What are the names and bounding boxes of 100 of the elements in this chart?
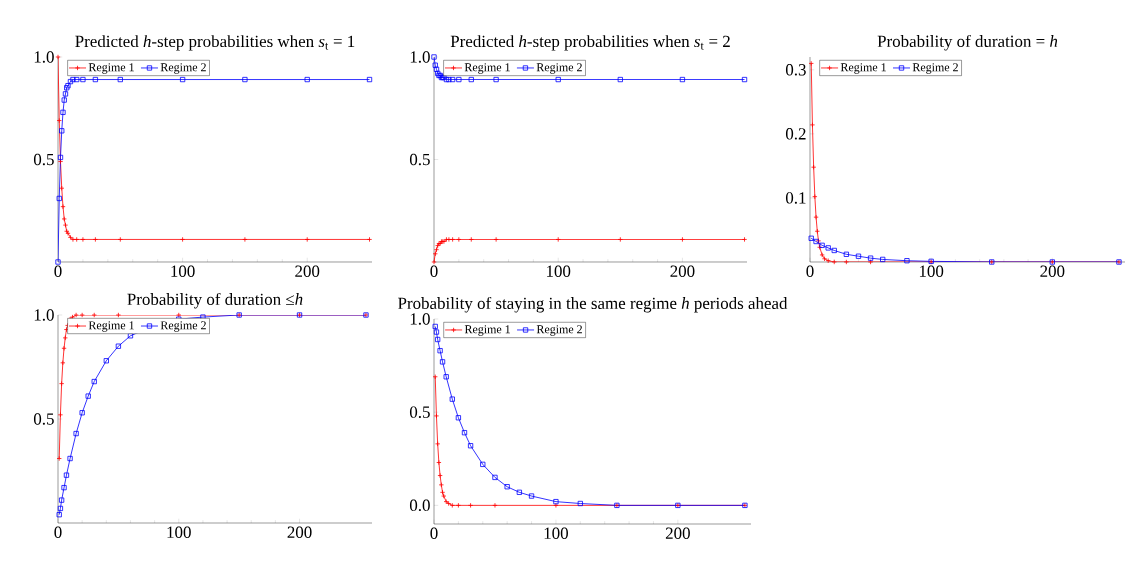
point bbox=[808, 235, 814, 241]
point bbox=[679, 236, 686, 243]
point bbox=[555, 76, 561, 83]
point bbox=[60, 204, 66, 210]
point bbox=[435, 336, 441, 343]
point bbox=[59, 381, 65, 387]
point bbox=[812, 194, 818, 200]
point bbox=[468, 236, 474, 243]
point bbox=[809, 122, 816, 128]
point bbox=[176, 312, 182, 318]
y-tick-label: 0.5 bbox=[409, 406, 430, 418]
point bbox=[555, 236, 561, 243]
point bbox=[61, 216, 67, 222]
x-tick-label: 200 bbox=[287, 526, 312, 538]
point bbox=[67, 455, 73, 462]
chart-title: Probability of staying in the same regime h periods ahead bbox=[398, 296, 788, 313]
point bbox=[242, 76, 248, 83]
point bbox=[304, 76, 310, 83]
point bbox=[439, 489, 446, 495]
point bbox=[825, 258, 831, 264]
point bbox=[446, 500, 452, 507]
y-tick-label: 1.0 bbox=[410, 51, 430, 63]
point bbox=[443, 374, 449, 380]
legend-label: Regime 2 bbox=[160, 63, 206, 74]
point bbox=[73, 430, 79, 437]
point bbox=[432, 323, 438, 330]
point bbox=[242, 236, 248, 243]
point bbox=[904, 258, 910, 264]
point bbox=[617, 76, 623, 83]
point bbox=[867, 259, 874, 265]
point bbox=[91, 378, 97, 385]
point bbox=[679, 76, 686, 83]
y-tick-label: 1.0 bbox=[34, 309, 54, 321]
point bbox=[433, 413, 440, 419]
y-tick-label: 0.3 bbox=[785, 64, 806, 76]
point bbox=[62, 222, 69, 228]
point bbox=[455, 415, 461, 421]
point bbox=[67, 78, 74, 85]
legend-label: Regime 1 bbox=[464, 325, 510, 336]
point bbox=[59, 128, 65, 134]
y-tick-label: 1.0 bbox=[410, 313, 430, 325]
point bbox=[74, 76, 80, 83]
point bbox=[435, 441, 441, 447]
x-tick-label: 0 bbox=[54, 526, 62, 538]
point bbox=[74, 236, 80, 243]
point bbox=[492, 474, 498, 481]
point bbox=[432, 62, 438, 68]
point bbox=[115, 343, 121, 349]
y-tick-label: 0.0 bbox=[409, 499, 430, 512]
point bbox=[91, 312, 97, 318]
point bbox=[456, 236, 462, 243]
x-tick-label: 0 bbox=[430, 265, 438, 277]
point bbox=[617, 236, 623, 243]
point bbox=[85, 393, 91, 399]
chart-title: Predicted h-step probabilities when s$_{t}$ = 2 bbox=[450, 35, 730, 51]
point bbox=[57, 154, 64, 161]
point bbox=[61, 97, 67, 103]
point bbox=[577, 500, 583, 507]
chart-title: Predicted h-step probabilities when s$_{t}$ = 1 bbox=[75, 35, 355, 51]
point bbox=[446, 236, 452, 243]
point bbox=[813, 214, 819, 220]
point bbox=[438, 482, 444, 488]
legend-label: Regime 1 bbox=[88, 321, 134, 332]
point bbox=[504, 484, 510, 490]
point bbox=[56, 117, 62, 124]
point bbox=[456, 76, 462, 83]
point bbox=[56, 512, 62, 518]
legend-label: Regime 1 bbox=[840, 63, 886, 74]
point bbox=[79, 312, 85, 318]
point bbox=[433, 66, 440, 72]
point bbox=[741, 76, 748, 83]
x-tick-label: 0 bbox=[806, 265, 814, 277]
point bbox=[441, 493, 447, 499]
point bbox=[821, 256, 828, 262]
point bbox=[436, 459, 442, 466]
x-tick-label: 200 bbox=[1040, 265, 1065, 277]
point bbox=[439, 359, 446, 365]
point bbox=[461, 430, 468, 436]
point bbox=[366, 76, 373, 83]
point bbox=[62, 335, 68, 341]
point bbox=[516, 489, 522, 495]
point bbox=[455, 502, 461, 508]
point bbox=[79, 410, 85, 416]
point bbox=[60, 360, 66, 366]
point bbox=[831, 259, 837, 265]
y-tick-label: 0.5 bbox=[33, 413, 54, 425]
point bbox=[57, 158, 64, 165]
point bbox=[56, 195, 62, 202]
point bbox=[92, 76, 98, 83]
point bbox=[59, 185, 65, 191]
point bbox=[117, 236, 123, 243]
point bbox=[493, 76, 499, 83]
x-tick-label: 100 bbox=[546, 265, 571, 277]
point bbox=[80, 236, 86, 243]
x-tick-label: 100 bbox=[544, 527, 568, 539]
chart-title: Probability of duration = h bbox=[877, 34, 1058, 51]
point bbox=[180, 76, 186, 83]
point bbox=[115, 312, 121, 318]
point bbox=[57, 505, 64, 512]
point bbox=[60, 109, 66, 115]
